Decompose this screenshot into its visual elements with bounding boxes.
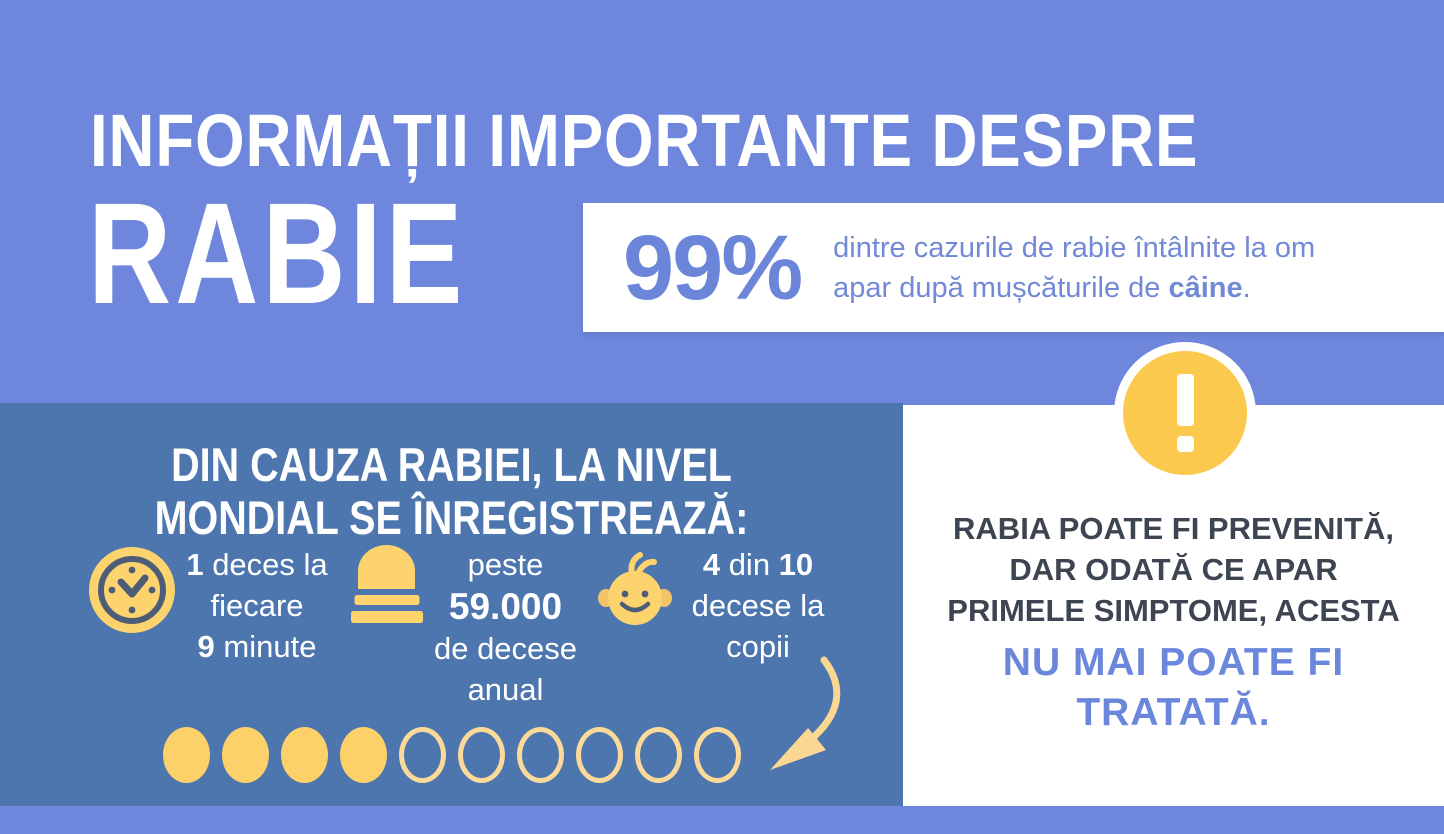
baby-icon xyxy=(595,552,675,632)
circle-empty xyxy=(517,727,564,783)
fact-box-99-percent: 99% dintre cazurile de rabie întâlnite l… xyxy=(583,203,1444,332)
stat-child-deaths: 4 din 10 decese la copii xyxy=(691,547,825,664)
percentage-value: 99% xyxy=(623,216,803,319)
warning-highlight-line1: NU MAI POATE FI xyxy=(1002,641,1345,684)
circle-empty xyxy=(635,727,682,783)
circle-filled xyxy=(281,727,328,783)
warning-text: RABIA POATE FI PREVENITĂ, DAR ODATĂ CE A… xyxy=(913,508,1434,631)
warning-line3: PRIMELE SIMPTOME, ACESTA xyxy=(947,593,1400,628)
fact-text-line1: dintre cazurile de rabie întâlnite la om xyxy=(833,231,1316,264)
circle-filled xyxy=(340,727,387,783)
curved-arrow-icon xyxy=(760,652,870,777)
page-title-line1: INFORMAȚII IMPORTANTE DESPRE xyxy=(90,99,1199,182)
circle-empty xyxy=(694,727,741,783)
fact-bold-word: câine xyxy=(1168,271,1243,304)
fact-text: dintre cazurile de rabie întâlnite la om… xyxy=(833,228,1315,308)
circle-empty xyxy=(458,727,505,783)
circle-empty xyxy=(399,727,446,783)
stat-annual-deaths: peste 59.000 de decese anual xyxy=(413,544,598,710)
warning-line2: DAR ODATĂ CE APAR xyxy=(1009,552,1338,587)
pictograph-row xyxy=(163,727,741,783)
fact-text-line2: apar după mușcăturile de câine. xyxy=(833,271,1251,304)
warning-highlight-line2: TRATATĂ. xyxy=(1076,691,1271,734)
warning-highlight: NU MAI POATE FI TRATATĂ. xyxy=(913,638,1434,738)
exclamation-bar xyxy=(1176,374,1194,426)
circle-filled xyxy=(222,727,269,783)
page-title-rabie: RABIE xyxy=(88,173,467,334)
circle-empty xyxy=(576,727,623,783)
circle-filled xyxy=(163,727,210,783)
clock-icon xyxy=(88,546,176,634)
warning-line1: RABIA POATE FI PREVENITĂ, xyxy=(953,511,1394,546)
exclamation-icon xyxy=(1114,342,1256,484)
stats-heading: DIN CAUZA RABIEI, LA NIVEL MONDIAL SE ÎN… xyxy=(72,438,831,544)
tombstone-icon xyxy=(351,543,423,623)
stats-heading-line2: MONDIAL SE ÎNREGISTREAZĂ: xyxy=(154,491,749,544)
stats-heading-line1: DIN CAUZA RABIEI, LA NIVEL xyxy=(171,438,732,491)
exclamation-dot xyxy=(1176,436,1194,452)
stat-deaths-per-minutes: 1 deces la fiecare 9 minute xyxy=(186,547,328,664)
big-number-59000: 59.000 xyxy=(448,586,563,627)
